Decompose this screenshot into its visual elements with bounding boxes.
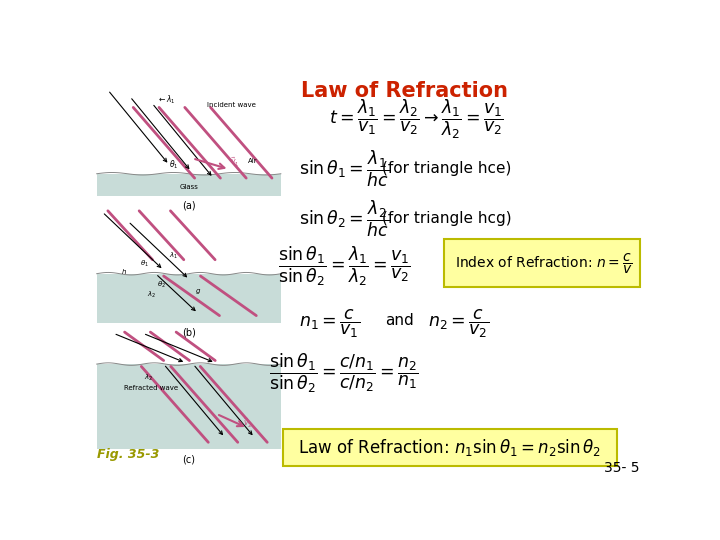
Bar xyxy=(96,274,281,322)
Bar xyxy=(96,364,281,449)
Text: Index of Refraction: $n = \dfrac{c}{v}$: Index of Refraction: $n = \dfrac{c}{v}$ xyxy=(456,251,633,275)
Text: and: and xyxy=(385,313,414,328)
Text: $\lambda_1$: $\lambda_1$ xyxy=(169,251,179,261)
Text: $\theta_1$: $\theta_1$ xyxy=(140,259,149,269)
Text: $\sin\theta_2 = \dfrac{\lambda_2}{hc}$: $\sin\theta_2 = \dfrac{\lambda_2}{hc}$ xyxy=(299,198,389,239)
Bar xyxy=(96,85,281,174)
Text: $\dfrac{\sin\theta_1}{\sin\theta_2} = \dfrac{\lambda_1}{\lambda_2} = \dfrac{v_1}: $\dfrac{\sin\theta_1}{\sin\theta_2} = \d… xyxy=(278,245,410,288)
Text: Law of Refraction: Law of Refraction xyxy=(301,80,508,100)
FancyBboxPatch shape xyxy=(282,429,617,466)
Text: (for triangle hce): (for triangle hce) xyxy=(382,161,512,176)
Text: 35- 5: 35- 5 xyxy=(604,461,639,475)
Text: (for triangle hcg): (for triangle hcg) xyxy=(382,211,512,226)
Text: (a): (a) xyxy=(182,201,196,211)
Text: $\leftarrow\lambda_1$: $\leftarrow\lambda_1$ xyxy=(157,93,176,106)
Bar xyxy=(96,206,281,274)
Text: $t = \dfrac{\lambda_1}{v_1} = \dfrac{\lambda_2}{v_2} \rightarrow \dfrac{\lambda_: $t = \dfrac{\lambda_1}{v_1} = \dfrac{\la… xyxy=(329,97,504,140)
Text: Refracted wave: Refracted wave xyxy=(125,385,179,391)
Text: $h$: $h$ xyxy=(122,267,127,276)
Text: Incident wave: Incident wave xyxy=(207,103,256,109)
Text: (c): (c) xyxy=(182,454,195,464)
Text: Air: Air xyxy=(248,158,257,164)
Text: Law of Refraction: $n_1 \sin\theta_1 = n_2 \sin\theta_2$: Law of Refraction: $n_1 \sin\theta_1 = n… xyxy=(298,437,601,458)
Text: $\lambda_2$: $\lambda_2$ xyxy=(144,373,153,383)
Text: $n_2 = \dfrac{c}{v_2}$: $n_2 = \dfrac{c}{v_2}$ xyxy=(428,307,489,340)
Text: $\sin\theta_1 = \dfrac{\lambda_1}{hc}$: $\sin\theta_1 = \dfrac{\lambda_1}{hc}$ xyxy=(299,148,389,189)
Text: $\vec{v}_2$: $\vec{v}_2$ xyxy=(243,417,253,430)
Bar xyxy=(96,331,281,364)
Text: $\theta_2$: $\theta_2$ xyxy=(157,280,166,291)
Text: $g$: $g$ xyxy=(195,287,201,296)
Text: $n_1 = \dfrac{c}{v_1}$: $n_1 = \dfrac{c}{v_1}$ xyxy=(300,307,361,340)
Text: $\vec{v}_1$: $\vec{v}_1$ xyxy=(230,156,240,170)
Text: Glass: Glass xyxy=(179,184,198,190)
Text: $\dfrac{\sin\theta_1}{\sin\theta_2} = \dfrac{c/n_1}{c/n_2} = \dfrac{n_2}{n_1}$: $\dfrac{\sin\theta_1}{\sin\theta_2} = \d… xyxy=(269,352,418,395)
Text: (b): (b) xyxy=(182,328,196,338)
Bar xyxy=(96,174,281,196)
Text: $\lambda_2$: $\lambda_2$ xyxy=(148,289,156,300)
Text: Fig. 35-3: Fig. 35-3 xyxy=(96,448,159,461)
FancyBboxPatch shape xyxy=(444,239,639,287)
Text: $\theta_1$: $\theta_1$ xyxy=(169,159,179,171)
